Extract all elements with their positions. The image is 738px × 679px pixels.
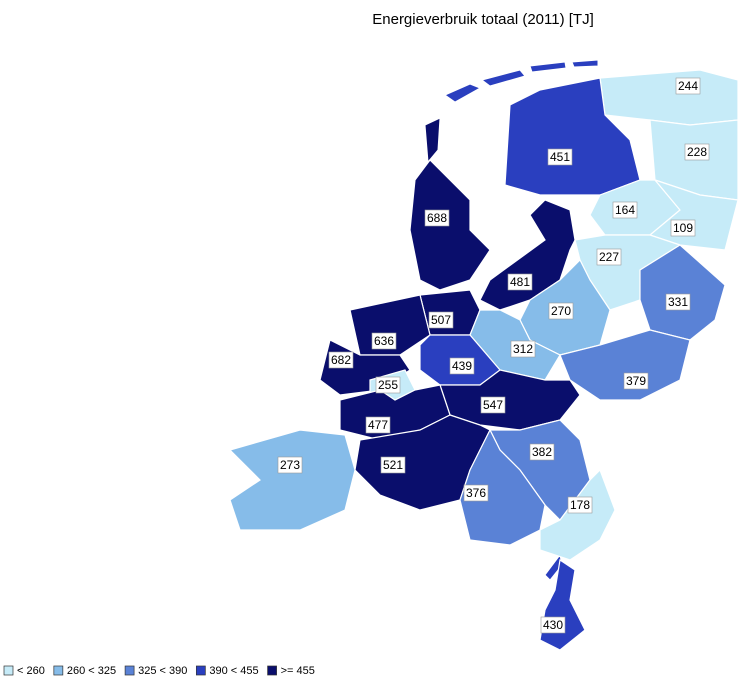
regions xyxy=(228,69,738,651)
region-label: 109 xyxy=(673,221,693,235)
label-box xyxy=(365,416,391,434)
region-label: 430 xyxy=(543,618,563,632)
region xyxy=(599,69,738,126)
legend-label: 325 < 390 xyxy=(138,665,187,677)
label-box xyxy=(449,357,475,375)
label-box xyxy=(596,248,622,266)
region-label: 382 xyxy=(532,445,552,459)
region-label: 164 xyxy=(615,203,635,217)
label-box xyxy=(665,293,691,311)
region-label: 270 xyxy=(551,304,571,318)
region xyxy=(504,77,641,196)
region xyxy=(349,294,431,356)
region-label: 636 xyxy=(374,334,394,348)
label-box xyxy=(424,209,450,227)
region xyxy=(479,199,576,311)
legend-label: 260 < 325 xyxy=(67,665,116,677)
legend: < 260 260 < 325 325 < 390 390 < 455 >= 455 xyxy=(3,665,315,677)
region-label: 682 xyxy=(331,353,351,367)
region-label: 376 xyxy=(466,486,486,500)
label-box xyxy=(510,340,536,358)
label-box xyxy=(380,456,406,474)
island xyxy=(571,59,599,68)
region-label: 439 xyxy=(452,359,472,373)
region-label: 547 xyxy=(483,398,503,412)
region-label: 227 xyxy=(599,250,619,264)
legend-label: < 260 xyxy=(17,665,45,677)
map-title: Energieverbruik totaal (2011) [TJ] xyxy=(372,11,594,28)
region-label: 244 xyxy=(678,79,698,93)
region-label: 521 xyxy=(383,458,403,472)
region xyxy=(228,429,356,531)
legend-swatch xyxy=(53,665,64,676)
label-box xyxy=(612,201,638,219)
legend-swatch xyxy=(195,665,206,676)
legend-swatch xyxy=(3,665,14,676)
region-label: 379 xyxy=(626,374,646,388)
island xyxy=(443,83,482,103)
region xyxy=(409,159,491,291)
label-box xyxy=(547,148,573,166)
label-box xyxy=(428,311,454,329)
region-label: 228 xyxy=(687,145,707,159)
legend-swatch xyxy=(124,665,135,676)
region-label: 312 xyxy=(513,342,533,356)
label-box xyxy=(463,484,489,502)
island xyxy=(480,69,526,87)
legend-label: 390 < 455 xyxy=(209,665,258,677)
region-label: 451 xyxy=(550,150,570,164)
region-labels: 244 228 451 164 109 688 227 481 270 331 507 636 312 6… xyxy=(277,77,710,634)
label-box xyxy=(548,302,574,320)
region-label: 178 xyxy=(570,498,590,512)
island xyxy=(529,61,567,73)
region-label: 481 xyxy=(510,275,530,289)
region-label: 331 xyxy=(668,295,688,309)
label-box xyxy=(623,372,649,390)
label-box xyxy=(684,143,710,161)
label-box xyxy=(567,496,593,514)
region xyxy=(639,244,726,341)
label-box xyxy=(507,273,533,291)
label-box xyxy=(540,616,566,634)
legend-swatch xyxy=(267,665,277,676)
legend-label: >= 455 xyxy=(281,665,315,677)
label-box xyxy=(277,456,303,474)
region-label: 507 xyxy=(431,313,451,327)
label-box xyxy=(670,219,696,237)
region xyxy=(559,329,691,401)
label-box xyxy=(328,351,354,369)
region xyxy=(459,428,546,546)
region-label: 273 xyxy=(280,458,300,472)
label-box xyxy=(529,443,555,461)
region-label: 477 xyxy=(368,418,388,432)
label-box xyxy=(675,77,701,95)
islands xyxy=(424,59,599,581)
label-box xyxy=(480,396,506,414)
region xyxy=(539,468,616,561)
label-box xyxy=(375,376,401,394)
region-label: 688 xyxy=(427,211,447,225)
region-label: 255 xyxy=(378,378,398,392)
island xyxy=(424,117,441,164)
label-box xyxy=(371,332,397,350)
